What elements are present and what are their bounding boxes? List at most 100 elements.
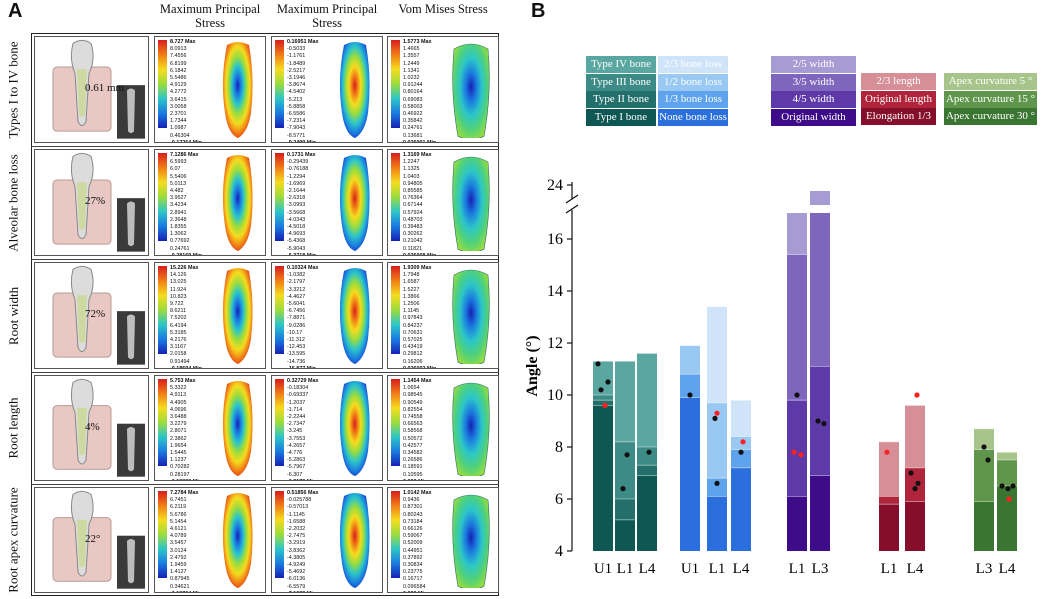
tooth-model-illustration: 72% [34,262,149,369]
x-tick-label: L1 [789,561,806,577]
color-scale-bar [391,40,400,128]
tooth-stress-model [332,267,378,368]
stress-map-cell: 1.0142 Max 0.9436 0.87301 0.80243 0.73184 0.6… [387,487,499,593]
data-point [908,470,914,476]
bar-segment [615,519,635,551]
bar-segment [974,428,994,551]
color-scale-bar [391,491,400,578]
color-scale-labels: 1.3169 Max 1.2247 1.1325 1.0403 0.94805 0.855… [403,152,437,256]
bar-segment [879,496,899,551]
tooth-stress-model [448,41,494,142]
tooth-model-illustration: 27% [34,149,149,256]
data-point [981,444,987,450]
row-label: Types I to IV bone [6,40,21,139]
legend-entry: 4/5 width [771,91,856,108]
bar-segment [615,361,635,551]
data-point [798,452,804,458]
axis-break-mark [565,204,579,214]
color-scale-labels: 0.16951 Max -0.5033 -1.1761 -1.8489 -2.5217-… [287,39,319,143]
color-scale-bar [391,379,400,466]
data-point [598,387,604,393]
bar-segment [593,405,613,551]
data-point [1010,483,1016,489]
legend-entry: 3/5 width [771,73,856,91]
bar-segment [879,441,899,551]
legend-entry: 1/3 bone loss [658,91,728,108]
bar-segment [593,395,613,551]
color-scale-labels: 8.727 Max 8.0913 7.4556 6.8199 6.1842 5.5486 4… [170,39,203,143]
bar-segment [680,397,700,551]
tooth-stress-model [215,154,261,255]
data-point [1006,496,1012,502]
x-tick-label: U1 [681,561,699,577]
color-scale-labels: 0.10324 Max -1.0382 -2.1797 -3.3212 -4.4627-… [287,265,319,369]
bar-segment [905,467,925,551]
row-label: Root width [6,286,21,345]
tooth-stress-model [332,154,378,255]
data-point [791,449,797,455]
bar-segment [593,400,613,551]
x-tick-label: L3 [812,561,829,577]
legend-entry: Apex curvature 30 ° [944,108,1037,125]
y-tick-label: 16 [547,231,563,248]
model-annotation: 0.61 mm [85,81,125,94]
bar-segment [997,486,1017,551]
legend-entry: None bone loss [658,108,728,126]
bar-segment-broken-top [810,191,830,205]
bar-segment [707,496,727,551]
color-scale-labels: 1.9309 Max 1.7948 1.6587 1.5227 1.3866 1.2506… [403,265,437,369]
data-point [1005,486,1011,492]
stress-map-cell: 7.2784 Max 6.7451 6.2119 5.6786 5.1454 4.6121… [154,487,266,593]
bar-segment [707,402,727,551]
x-tick-label: L4 [907,561,924,577]
bar-segment [974,501,994,551]
stress-map-cell: 7.1286 Max 6.5993 6.07 5.5406 5.0113 4.482 3.9… [154,149,266,256]
bar-segment [810,213,830,551]
bar-segment [787,496,807,551]
color-scale-bar [158,379,167,466]
color-scale-labels: 7.2784 Max 6.7451 6.2119 5.6786 5.1454 4.6121… [170,490,202,592]
panel-b-letter: B [531,0,546,22]
row-label: Alveolar bone loss [6,153,22,252]
color-scale-bar [158,266,167,354]
x-tick-label: L1 [709,561,726,577]
row-label: Root length [6,397,21,459]
stress-map-cell: 1.5773 Max 1.4665 1.3557 1.2449 1.1341 1.0232… [387,36,499,143]
bar-segment [731,400,751,551]
color-scale-labels: 15.226 Max 14.126 13.025 11.924 10.823 9.722 8… [170,265,203,369]
legend-entry: 2/3 length [861,73,936,90]
data-point [884,449,890,455]
stress-map-cell: 1.1454 Max 1.0654 0.98545 0.90549 0.82554 0.7… [387,375,499,481]
model-annotation: 4% [85,420,100,433]
bar-segment [707,306,727,551]
bar-segment [680,374,700,551]
legend-entry: Apex curvature 15 ° [944,90,1037,108]
data-point [985,457,991,463]
legend-entry: 2/5 width [771,56,856,73]
y-axis-label: Angle (°) [524,335,541,396]
y-tick-label: 24 [547,177,563,194]
stress-map-cell: 1.3169 Max 1.2247 1.1325 1.0403 0.94805 0.855… [387,149,499,256]
tooth-stress-model [332,41,378,142]
x-tick-label: L1 [617,561,634,577]
data-point [912,486,918,492]
color-scale-bar [158,40,167,128]
legend-entry: Apex curvature 5 ° [944,73,1037,90]
color-scale-bar [391,153,400,241]
color-scale-bar [275,491,284,578]
stress-map-cell: 1.9309 Max 1.7948 1.6587 1.5227 1.3866 1.2506… [387,262,499,369]
data-point [915,480,921,486]
bar-segment [997,452,1017,551]
color-scale-labels: 1.5773 Max 1.4665 1.3557 1.2449 1.1341 1.0232… [403,39,437,143]
bar-segment [731,467,751,551]
tooth-stress-model [215,41,261,142]
x-tick-label: L4 [999,561,1016,577]
x-tick-label: L3 [976,561,993,577]
stress-map-cell: 5.753 Max 5.3322 4.9113 4.4905 4.0696 3.6488 3… [154,375,266,481]
legend-entry: Elongation 1/3 [861,108,936,125]
color-scale-bar [158,153,167,241]
bar-segment [707,478,727,551]
model-annotation: 72% [85,307,106,320]
column-title-1: Maximum Principal Stress [159,2,261,30]
color-scale-labels: 7.1286 Max 6.5993 6.07 5.5406 5.0113 4.482 3.9… [170,152,203,256]
